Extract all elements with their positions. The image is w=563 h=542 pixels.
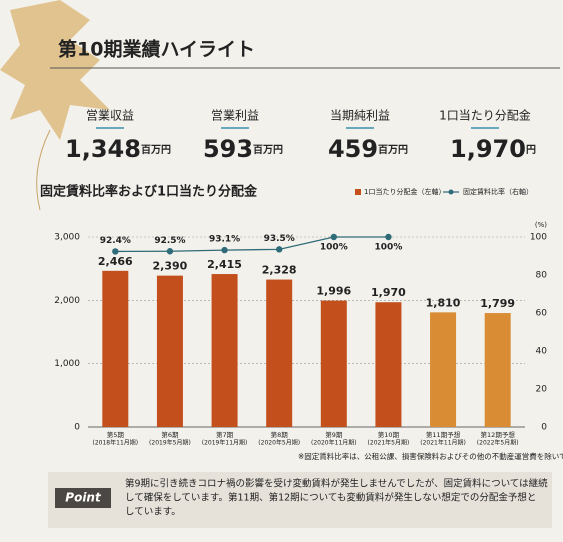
x-tick-sublabel: (2018年11月期) <box>93 439 139 447</box>
x-tick-label: 第11期予想 <box>426 430 461 439</box>
kpi-value: 593百万円 <box>203 135 283 163</box>
line-value-label: 92.5% <box>154 236 185 246</box>
x-tick-label: 第9期 <box>325 430 343 439</box>
point-label: Point <box>65 491 102 505</box>
kpi-number: 1,970 <box>450 135 526 163</box>
bar-value-label: 1,970 <box>371 286 406 299</box>
kpi-value: 1,348百万円 <box>65 135 171 163</box>
x-tick-label: 第8期 <box>271 430 289 439</box>
chart-title: 固定賃料比率および1口当たり分配金 <box>40 184 258 200</box>
bar-value-label: 2,390 <box>153 260 188 273</box>
bar-value-label: 2,466 <box>98 255 133 268</box>
kpi-unit: 円 <box>526 144 536 156</box>
line-point <box>221 246 228 254</box>
line <box>115 236 389 253</box>
bar <box>266 279 293 427</box>
x-tick-sublabel: (2020年5月期) <box>258 439 300 447</box>
point-text: して確保をしています。第11期、第12期についても変動賃料が発生しない想定での分… <box>125 492 536 504</box>
bar <box>211 274 238 427</box>
bar-value-label: 2,328 <box>262 264 297 277</box>
bar <box>102 270 129 427</box>
y-tick-label: 0 <box>74 423 80 433</box>
x-tick-sublabel: (2022年5月期) <box>477 439 519 447</box>
line-value-label: 93.1% <box>209 235 240 245</box>
kpi-unit: 百万円 <box>141 144 171 156</box>
bar-value-label: 1,810 <box>426 296 461 309</box>
kpi-value: 459百万円 <box>328 135 408 163</box>
legend-label: 固定賃料比率（右軸） <box>463 187 533 196</box>
y2-tick-label: 20 <box>536 385 548 395</box>
y2-tick-label: 80 <box>536 271 548 281</box>
y-tick-label: 2,000 <box>54 296 80 306</box>
bar <box>484 313 511 427</box>
y2-tick-label: 100 <box>530 233 547 243</box>
x-tick-sublabel: (2021年11月期) <box>420 439 466 447</box>
x-tick-label: 第7期 <box>216 430 234 439</box>
bar-value-label: 1,799 <box>480 297 515 310</box>
x-tick-sublabel: (2019年5月期) <box>149 439 191 447</box>
y2-tick-label: 60 <box>536 309 548 319</box>
line-value-label: 100% <box>320 243 348 253</box>
y-tick-label: 1,000 <box>54 359 80 369</box>
bar <box>320 300 347 427</box>
kpi-number: 459 <box>328 135 378 163</box>
x-tick-label: 第6期 <box>161 430 179 439</box>
x-tick-label: 第10期 <box>378 430 400 439</box>
line-point <box>166 248 174 255</box>
point-text: 第9期に引き続きコロナ禍の影響を受け変動賃料が発生しませんでしたが、固定賃料につ… <box>125 478 548 490</box>
x-tick-sublabel: (2021年5月期) <box>368 439 410 447</box>
line-value-label: 100% <box>375 243 403 253</box>
point-box <box>48 472 552 528</box>
bar <box>375 302 402 427</box>
x-tick-label: 第5期 <box>107 430 125 439</box>
kpi-label: 営業利益 <box>211 109 259 123</box>
x-tick-label: 第12期予想 <box>481 430 516 439</box>
y2-tick-label: 0 <box>541 423 547 433</box>
line-point <box>385 233 392 241</box>
y2-unit: (%) <box>535 221 547 229</box>
line-value-label: 92.4% <box>100 236 131 246</box>
kpi-value: 1,970円 <box>450 135 536 163</box>
bar-value-label: 2,415 <box>207 258 242 271</box>
line-point <box>330 233 338 241</box>
y-tick-label: 3,000 <box>54 233 80 243</box>
kpi-label: 1口当たり分配金 <box>439 108 531 123</box>
note: ※固定賃料比率は、公租公課、損害保険料およびその他の不動産運営費を除いて算出 <box>298 451 563 461</box>
kpi-unit: 百万円 <box>378 144 408 156</box>
bar <box>156 275 183 427</box>
leaf <box>0 0 110 140</box>
kpi-number: 593 <box>203 135 253 163</box>
x-tick-sublabel: (2020年11月期) <box>311 439 357 447</box>
title: 第10期業績ハイライト <box>58 38 255 61</box>
kpi-label: 当期純利益 <box>330 109 390 123</box>
y2-tick-label: 40 <box>536 347 548 357</box>
x-tick-sublabel: (2019年11月期) <box>202 439 248 447</box>
leaf-stem <box>36 129 51 211</box>
line-value-label: 93.5% <box>264 234 295 244</box>
point-text: しています。 <box>125 507 181 518</box>
line-point <box>112 248 119 255</box>
kpi-unit: 百万円 <box>253 144 283 156</box>
point-badge <box>55 488 111 508</box>
line-point <box>275 246 283 253</box>
legend-dot <box>448 189 454 195</box>
bar <box>430 312 457 427</box>
kpi-label: 営業収益 <box>86 109 134 123</box>
bar-value-label: 1,996 <box>316 285 351 298</box>
legend-swatch <box>355 189 361 195</box>
kpi-number: 1,348 <box>65 135 141 163</box>
legend-label: 1口当たり分配金（左軸） <box>364 187 445 196</box>
